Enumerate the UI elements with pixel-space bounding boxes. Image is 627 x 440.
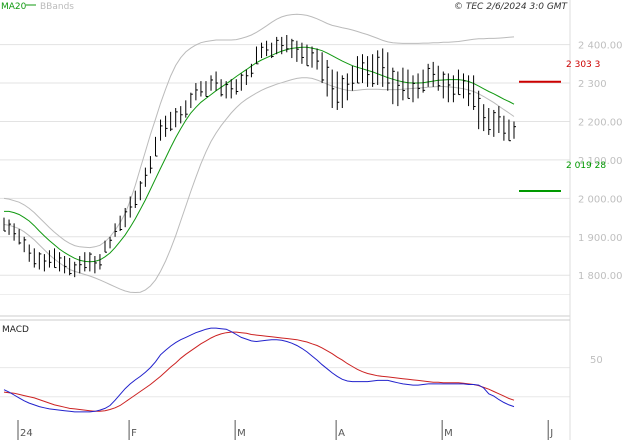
month-label: J — [549, 428, 553, 439]
price-tick-label: 1 800.00 — [578, 271, 623, 282]
price-tick-label: 2 300 — [578, 79, 607, 90]
bbands-lower-line — [3, 77, 515, 294]
resistance-value-label: 2 303 3 — [566, 60, 600, 70]
month-axis-labels: 24 F M A M J — [17, 420, 553, 440]
macd-gridlines — [0, 367, 570, 398]
macd-panel-label: MACD — [2, 325, 29, 335]
level-markers — [519, 80, 561, 192]
bbands-upper-line — [3, 13, 515, 249]
macd-line — [3, 327, 515, 413]
macd-lines — [3, 327, 515, 413]
legend-ma20-label: MA20 — [1, 2, 27, 12]
month-label: M — [237, 428, 246, 439]
copyright-header: © TEC 2/6/2024 3:0 GMT — [454, 2, 569, 12]
price-tick-label: 2 200.00 — [578, 117, 623, 128]
macd-signal-line — [3, 331, 515, 412]
price-axis-ticks: 2 400.00 2 300 2 200.00 2 100.00 2 000.00 1 9… — [578, 41, 623, 283]
month-label: M — [444, 428, 453, 439]
price-bars — [3, 34, 516, 278]
ma20-line — [4, 46, 515, 263]
price-tick-label: 2 000.00 — [578, 194, 623, 205]
legend-bbands-label: BBands — [40, 2, 74, 12]
bollinger-bands — [3, 13, 515, 294]
support-value-label: 2 019 28 — [566, 161, 606, 171]
moving-average-20 — [4, 46, 515, 263]
price-tick-label: 2 100.00 — [578, 156, 623, 167]
month-label: A — [338, 428, 345, 439]
price-tick-label: 2 400.00 — [578, 41, 623, 52]
price-tick-label: 1 900.00 — [578, 233, 623, 244]
legend: MA20 BBands — [1, 2, 74, 12]
month-label: F — [131, 428, 137, 439]
price-gridlines — [0, 44, 570, 295]
month-label: 24 — [20, 428, 33, 439]
macd-tick-label: 50 — [590, 355, 603, 366]
